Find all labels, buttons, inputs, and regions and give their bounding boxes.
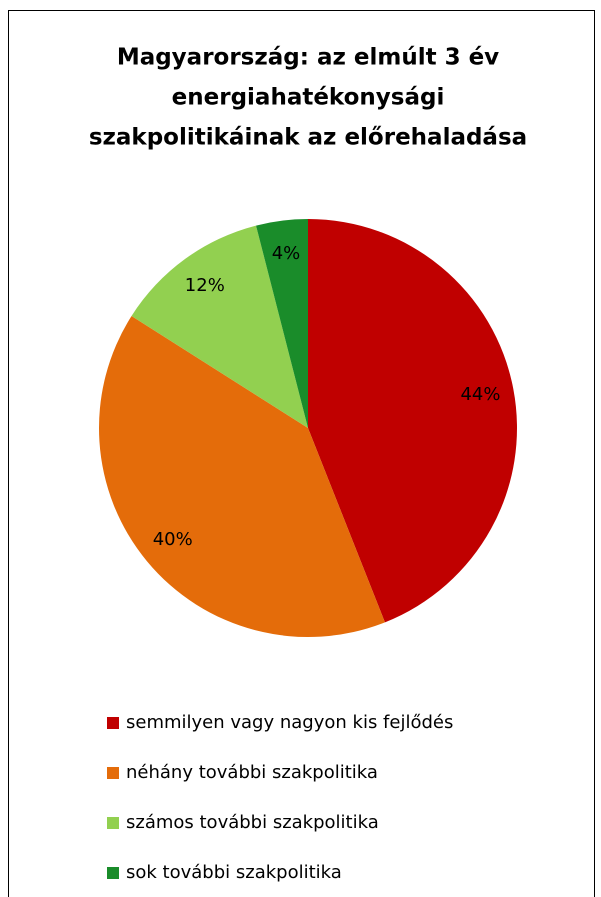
legend-swatch <box>107 817 119 829</box>
data-label: 12% <box>185 275 225 296</box>
chart-title: energiahatékonysági <box>172 85 445 111</box>
data-label: 44% <box>460 384 500 405</box>
pie-slice <box>131 225 308 428</box>
pie-slice <box>256 219 308 428</box>
chart-title: Magyarország: az elmúlt 3 év <box>117 45 499 71</box>
legend-swatch <box>107 717 119 729</box>
legend-label: számos további szakpolitika <box>126 812 379 833</box>
legend-swatch <box>107 867 119 879</box>
legend-label: néhány további szakpolitika <box>126 762 378 783</box>
pie-slice <box>308 219 518 623</box>
chart-title: szakpolitikáinak az előrehaladása <box>89 125 527 151</box>
legend-swatch <box>107 767 119 779</box>
legend-label: sok további szakpolitika <box>126 862 342 883</box>
legend-label: semmilyen vagy nagyon kis fejlődés <box>126 712 453 733</box>
data-label: 40% <box>153 529 193 550</box>
pie-slice <box>98 316 385 637</box>
data-label: 4% <box>272 243 301 264</box>
